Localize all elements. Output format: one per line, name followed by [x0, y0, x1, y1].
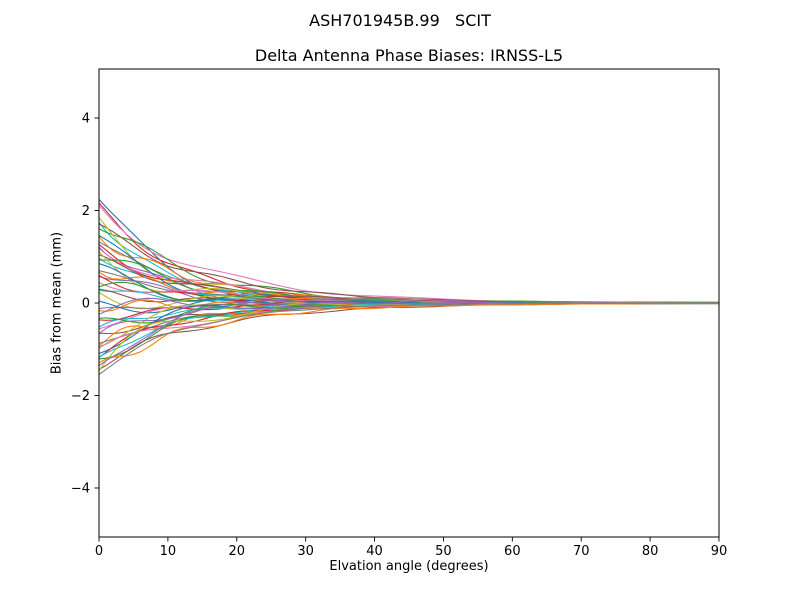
- x-tick-label: 0: [95, 544, 103, 559]
- y-axis-label: Bias from mean (mm): [49, 231, 65, 375]
- x-tick-label: 10: [160, 544, 177, 559]
- series-line: [99, 301, 719, 367]
- x-tick-label: 20: [229, 544, 246, 559]
- x-tick-label: 40: [366, 544, 383, 559]
- series-line: [99, 204, 719, 304]
- series-line: [99, 254, 719, 304]
- y-tick-label: −4: [71, 481, 90, 496]
- series-line: [99, 302, 719, 364]
- x-tick-label: 60: [504, 544, 521, 559]
- x-tick-label: 80: [642, 544, 659, 559]
- series-line: [99, 199, 719, 304]
- series-line: [99, 221, 719, 305]
- series-line: [99, 251, 719, 304]
- x-tick-label: 90: [711, 544, 728, 559]
- series-line: [99, 301, 719, 348]
- series-line: [99, 302, 719, 376]
- series-line: [99, 223, 719, 304]
- y-tick-label: −2: [71, 389, 90, 404]
- x-tick-label: 70: [573, 544, 590, 559]
- figure-suptitle: ASH701945B.99 SCIT: [309, 11, 491, 30]
- y-tick-label: 4: [82, 112, 90, 127]
- x-axis-label: Elvation angle (degrees): [329, 559, 489, 574]
- x-tick-label: 30: [297, 544, 314, 559]
- y-tick-label: 0: [82, 297, 90, 312]
- y-tick-label: 2: [82, 204, 90, 219]
- axes-title: Delta Antenna Phase Biases: IRNSS-L5: [254, 46, 564, 65]
- x-tick-label: 50: [435, 544, 452, 559]
